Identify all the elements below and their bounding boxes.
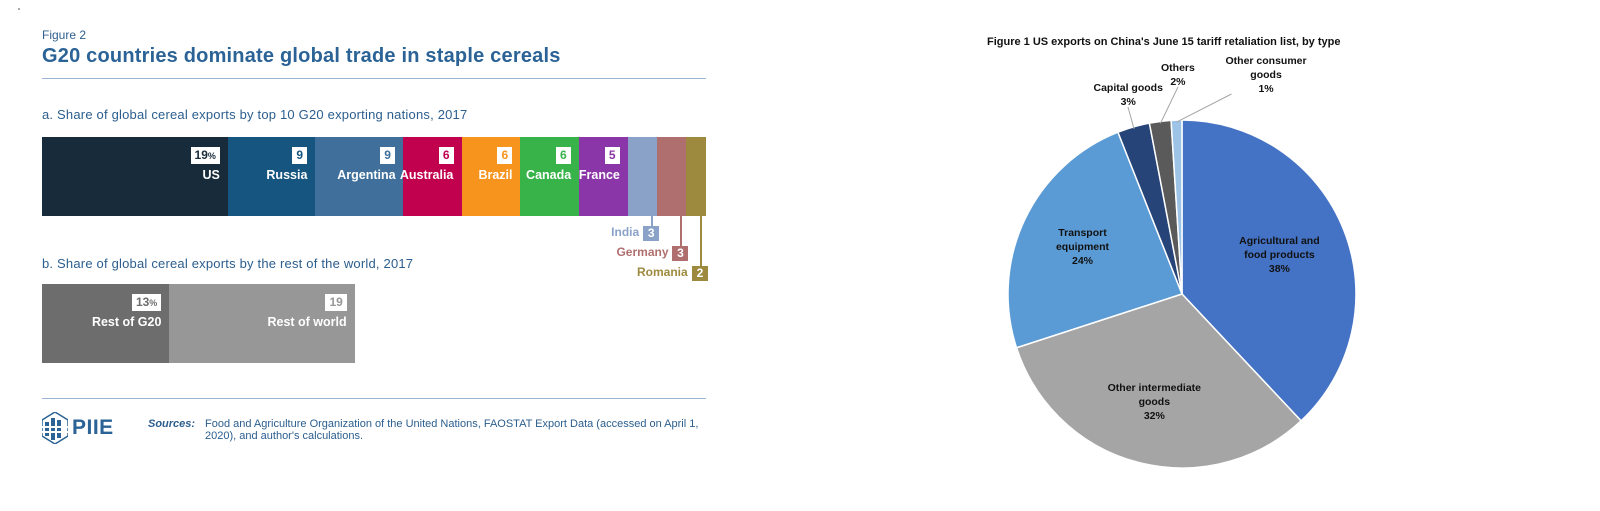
title-rule (42, 78, 706, 79)
piie-logo-text: PIIE (72, 416, 114, 439)
pie-value-other-consumer-goods: 1% (1258, 83, 1274, 95)
pie-label-transport-equipment: Transport equipment 24% (1055, 227, 1110, 268)
category-label-rest-of-world: Rest of world (267, 315, 347, 329)
category-label-india: India (611, 225, 640, 239)
pie-label-other-consumer-goods: Other consumer goods 1% (1225, 55, 1307, 95)
pie-label-agricultural-and-food-products: Agricultural and food products 38% (1239, 235, 1320, 276)
panel-a-stacked-bar: 19% US 9 Russia 9 Argentina 6 Australia 6 Brazil 6… (42, 137, 707, 216)
category-label-romania: Romania (637, 265, 688, 279)
value-label-russia: 9 (292, 147, 308, 164)
category-label-rest-of-g20: Rest of G20 (91, 315, 162, 329)
value-label-brazil: 6 (497, 147, 513, 164)
sources-rule (42, 398, 706, 399)
pie-chart (1007, 86, 1357, 469)
pie-label-other-intermediate-goods: Other intermediate goods 32% (1107, 382, 1201, 423)
value-label-rest-of-world: 19 (325, 294, 347, 311)
callout-line-romania (700, 216, 702, 273)
sources-text: Food and Agriculture Organization of the… (205, 418, 699, 442)
category-label-canada: Canada (526, 168, 572, 182)
callout-line-germany (680, 216, 683, 253)
leader-line-other-consumer-goods (1176, 93, 1232, 123)
value-label-germany: 3 (672, 246, 689, 261)
value-label-romania: 2 (692, 266, 708, 281)
category-label-argentina: Argentina (337, 168, 396, 182)
pie-value-others: 2% (1170, 76, 1186, 88)
pie-value-capital-goods: 3% (1120, 96, 1136, 108)
panel-b-title: b. Share of global cereal exports by the… (42, 256, 414, 271)
figure-1-panel: Figure 1 US exports on China's June 15 t… (960, 0, 1600, 511)
category-label-us: US (202, 168, 220, 182)
value-label-rest-of-g20: 13% (131, 294, 162, 311)
bar-segment-india (627, 137, 658, 216)
category-label-france: France (578, 168, 620, 182)
value-label-argentina: 9 (380, 147, 395, 164)
leader-line-others (1159, 86, 1179, 124)
pie-label-capital-goods: Capital goods 3% (1093, 82, 1163, 108)
value-label-us: 19% (190, 147, 220, 164)
callout-line-india (651, 216, 654, 233)
stray-dot (18, 8, 20, 10)
category-label-australia: Australia (399, 168, 454, 182)
panel-b-stacked-bar: 13% Rest of G20 19 Rest of world (42, 284, 355, 363)
pie-value-transport-equipment: 24% (1072, 255, 1094, 268)
figure-2-title: G20 countries dominate global trade in s… (42, 45, 561, 67)
value-label-france: 5 (604, 147, 620, 164)
bar-segment-france (579, 137, 629, 216)
value-label-canada: 6 (556, 147, 571, 164)
panel-a-title: a. Share of global cereal exports by top… (42, 107, 468, 122)
category-label-russia: Russia (266, 168, 308, 182)
figure-2-label: Figure 2 (42, 28, 87, 42)
pie-value-other-intermediate-goods: 32% (1143, 410, 1165, 423)
figure-2-panel: Figure 2 G20 countries dominate global t… (0, 0, 760, 511)
bar-segment-rest-of-world (168, 284, 355, 363)
figure-1-title: Figure 1 US exports on China's June 15 t… (987, 36, 1341, 48)
pie-slice-other-intermediate-goods (1015, 293, 1303, 469)
bar-segment-romania (686, 137, 707, 216)
pie-slice-agricultural-and-food-products (1181, 119, 1357, 422)
bar-segment-germany (657, 137, 687, 216)
leader-line-capital-goods (1127, 106, 1135, 129)
category-label-germany: Germany (616, 245, 669, 259)
pie-label-others: Others 2% (1161, 62, 1195, 88)
value-label-australia: 6 (438, 147, 454, 164)
category-label-brazil: Brazil (478, 168, 513, 182)
pie-slice-other-consumer-goods (1170, 119, 1183, 295)
piie-logo-icon (42, 412, 68, 444)
sources-label: Sources: (148, 418, 196, 430)
value-label-india: 3 (643, 226, 660, 241)
pie-value-agricultural-and-food-products: 38% (1268, 263, 1290, 276)
